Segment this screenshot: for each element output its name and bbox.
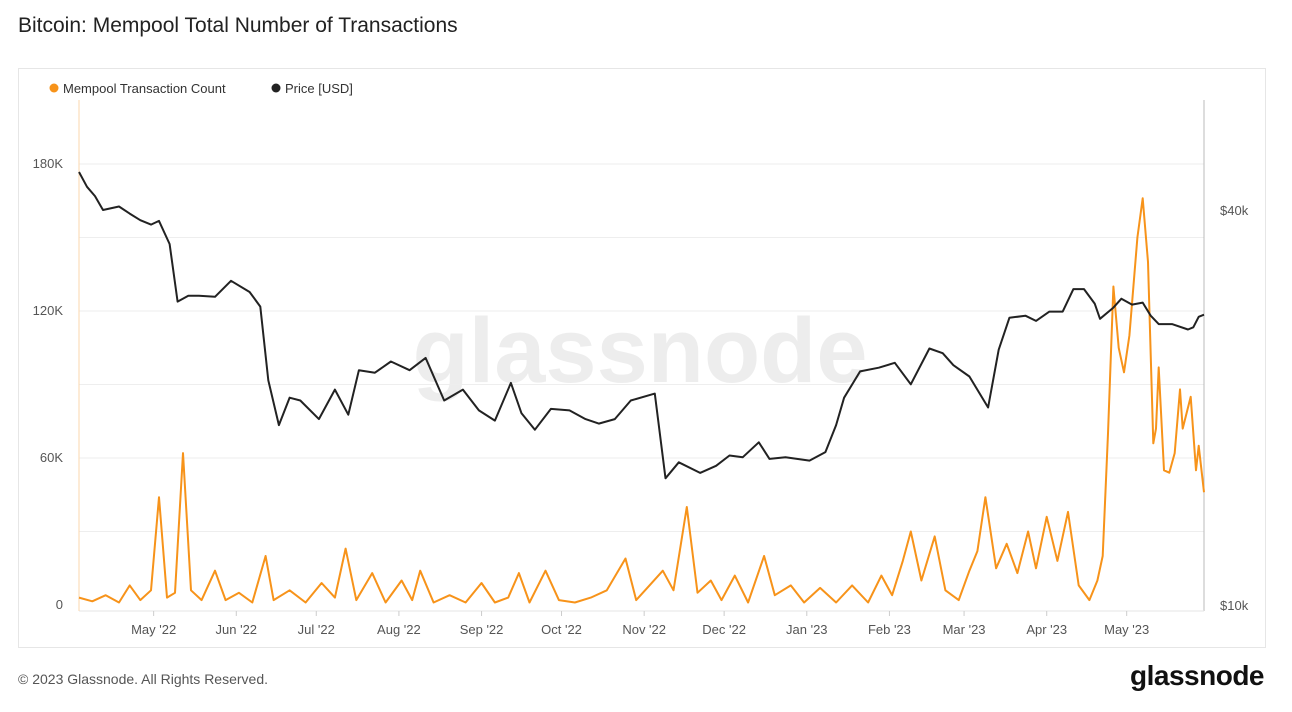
x-tick-label: Feb '23: [868, 622, 911, 637]
x-tick-label: Sep '22: [460, 622, 504, 637]
price-line: [78, 171, 1205, 480]
x-tick-label: May '23: [1104, 622, 1149, 637]
y-right-tick-label: $10k: [1220, 598, 1249, 613]
y-left-tick-label: 0: [56, 597, 63, 612]
x-tick-label: Oct '22: [541, 622, 582, 637]
legend-label-mempool[interactable]: Mempool Transaction Count: [63, 81, 226, 96]
y-left-tick-label: 60K: [40, 450, 63, 465]
copyright: © 2023 Glassnode. All Rights Reserved.: [18, 671, 269, 687]
glassnode-logo: glassnode: [1130, 660, 1264, 691]
y-right-tick-label: $40k: [1220, 203, 1249, 218]
x-tick-label: Dec '22: [702, 622, 746, 637]
chart-title: Bitcoin: Mempool Total Number of Transac…: [18, 14, 458, 37]
x-tick-label: Jul '22: [298, 622, 335, 637]
legend: Mempool Transaction Count Price [USD]: [49, 81, 353, 96]
mempool-count-line: [78, 197, 1205, 604]
y-left-tick-label: 120K: [33, 303, 64, 318]
x-tick-label: Mar '23: [943, 622, 986, 637]
x-tick-label: Jun '22: [216, 622, 258, 637]
y-left-tick-label: 180K: [33, 156, 64, 171]
legend-label-price[interactable]: Price [USD]: [285, 81, 353, 96]
x-tick-label: Apr '23: [1026, 622, 1067, 637]
legend-marker-price: [271, 83, 281, 93]
watermark: glassnode: [412, 300, 867, 402]
legend-marker-mempool: [49, 83, 59, 93]
chart-panel: [18, 68, 1266, 648]
x-tick-label: Aug '22: [377, 622, 421, 637]
x-tick-label: Jan '23: [786, 622, 828, 637]
x-tick-label: May '22: [131, 622, 176, 637]
x-tick-label: Nov '22: [622, 622, 666, 637]
